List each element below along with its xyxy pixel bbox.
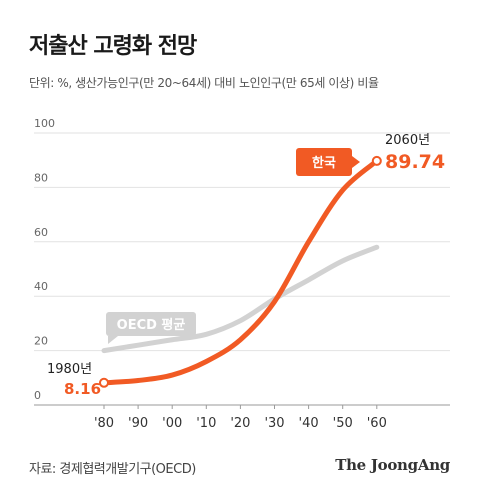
x-tick-label: '10 xyxy=(196,416,216,431)
x-tick-label: '00 xyxy=(162,416,182,431)
end-value-label: 89.74 xyxy=(385,151,445,173)
legend-label-oecd: OECD 평균 xyxy=(117,317,186,333)
y-tick-label: 0 xyxy=(34,389,41,402)
x-tick-label: '50 xyxy=(333,416,353,431)
y-tick-label: 100 xyxy=(34,117,55,130)
chart-title: 저출산 고령화 전망 xyxy=(29,34,197,59)
y-tick-label: 80 xyxy=(34,171,48,184)
series-layer xyxy=(99,155,382,388)
x-tick-label: '80 xyxy=(94,416,114,431)
source-note: 자료: 경제협력개발기구(OECD) xyxy=(29,462,196,477)
korea-end-marker xyxy=(371,155,382,166)
chart-subtitle: 단위: %, 생산가능인구(만 20~64세) 대비 노인인구(만 65세 이상… xyxy=(29,76,379,90)
legend-pointer-oecd xyxy=(108,336,118,344)
y-tick-label: 40 xyxy=(34,280,48,293)
y-tick-label: 20 xyxy=(34,335,48,348)
y-tick-label: 60 xyxy=(34,226,48,239)
legend-pointer-korea xyxy=(352,156,360,168)
start-value-label: 8.16 xyxy=(64,380,101,398)
publisher-logo: The JoongAng xyxy=(335,456,450,474)
x-tick-label: '60 xyxy=(367,416,387,431)
korea-start-marker xyxy=(99,377,109,388)
grid-layer xyxy=(34,132,450,409)
legend-badge-korea xyxy=(296,148,352,176)
series-line-korea xyxy=(101,158,380,386)
x-tick-label: '90 xyxy=(128,416,148,431)
end-year-label: 2060년 xyxy=(385,133,430,148)
start-year-label: 1980년 xyxy=(47,362,92,377)
legend-badge-oecd xyxy=(106,312,196,336)
legend-label-korea: 한국 xyxy=(312,155,336,171)
x-tick-label: '40 xyxy=(299,416,319,431)
x-tick-label: '30 xyxy=(264,416,284,431)
label-layer: 0 20 40 60 80 100 '80 '90 '00 '10 '20 '30 '40 '50 '60 O… xyxy=(34,117,445,431)
x-tick-label: '20 xyxy=(230,416,250,431)
